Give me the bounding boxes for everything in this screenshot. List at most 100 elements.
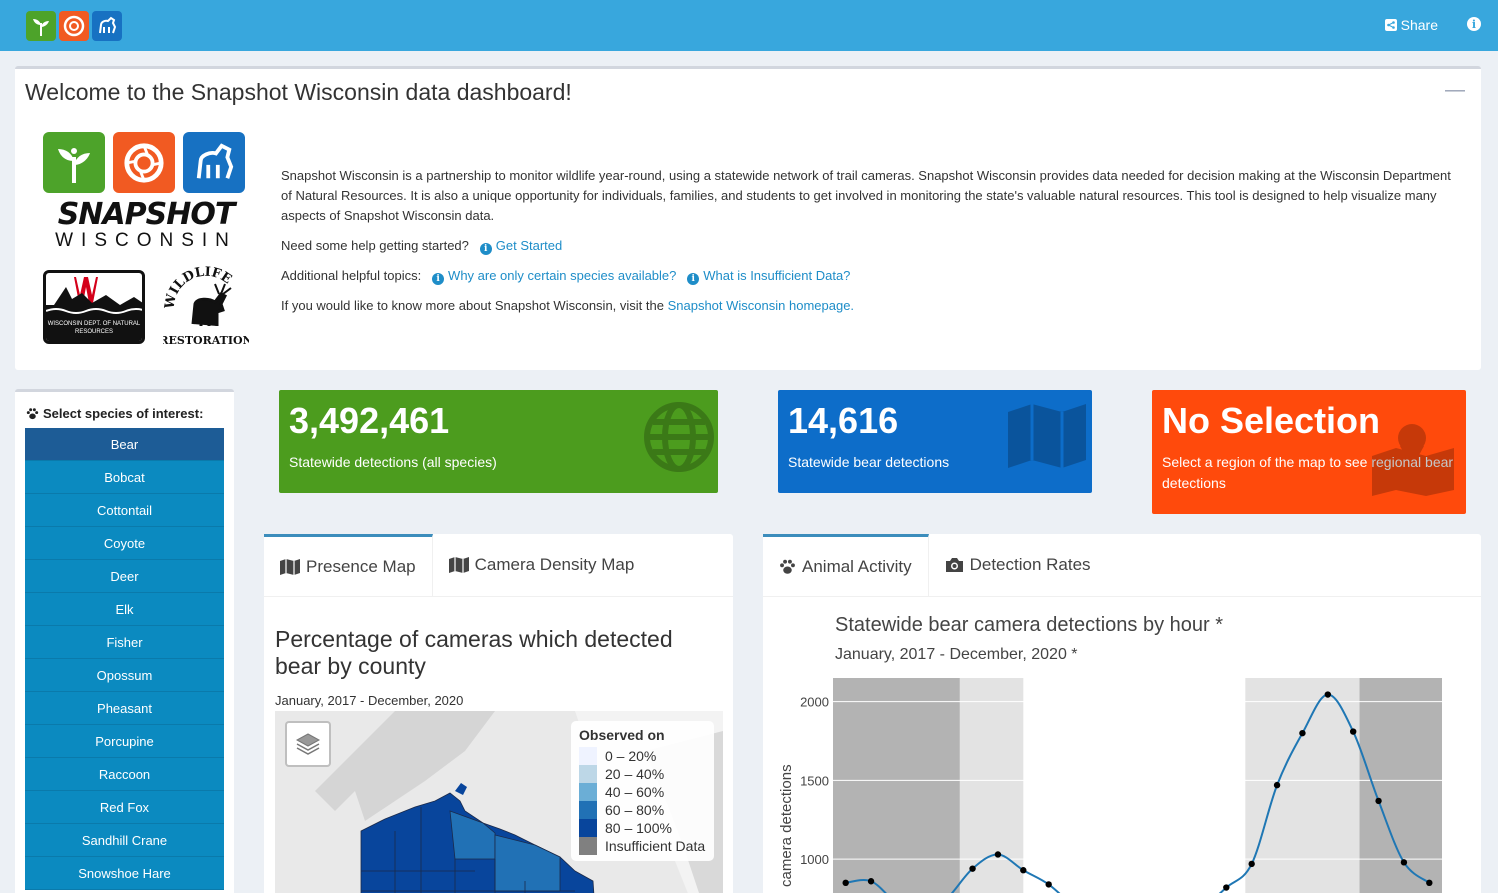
regional-detections-box: No Selection Select a region of the map … [1152, 390, 1466, 514]
legend-label: 80 – 100% [605, 820, 672, 836]
camera-tile-icon [113, 132, 175, 193]
map-icon [448, 557, 469, 573]
species-item-fisher[interactable]: Fisher [25, 626, 224, 659]
camera-logo-icon [59, 11, 89, 41]
legend-label: 20 – 40% [605, 766, 665, 782]
presence-map[interactable]: Observed on 0 – 20% 20 – 40% 40 – 60% 60 – … [275, 711, 723, 893]
help-prompt: Need some help getting started? [281, 238, 469, 253]
layers-icon [295, 733, 321, 755]
share-icon [1384, 19, 1397, 31]
data-point [1400, 859, 1408, 866]
species-item-red-fox[interactable]: Red Fox [25, 791, 224, 824]
map-subtitle: January, 2017 - December, 2020 [275, 693, 464, 708]
map-icon [280, 558, 300, 575]
map-legend: Observed on 0 – 20% 20 – 40% 40 – 60% 60 – … [571, 721, 714, 861]
wildlife-restoration-logo: WILDLIFE RESTORATION [159, 264, 252, 350]
species-item-sandhill-crane[interactable]: Sandhill Crane [25, 824, 224, 857]
legend-item: 20 – 40% [579, 765, 706, 783]
species-topic-link[interactable]: Why are only certain species available? [448, 268, 677, 283]
topics-row: Additional helpful topics: i Why are only… [281, 266, 1451, 286]
legend-item: 40 – 60% [579, 783, 706, 801]
collapse-button[interactable]: — [1445, 79, 1465, 101]
regional-detections-label: Select a region of the map to see region… [1162, 454, 1454, 491]
night-shading [833, 678, 960, 893]
species-item-pheasant[interactable]: Pheasant [25, 692, 224, 725]
species-item-bobcat[interactable]: Bobcat [25, 461, 224, 494]
series-line [845, 693, 1430, 893]
camera-icon [945, 558, 963, 572]
dnr-logo: WISCONSIN DEPT. OF NATURAL RESOURCES [43, 270, 145, 344]
tab-animal-activity[interactable]: Animal Activity [763, 534, 929, 596]
insufficient-data-link[interactable]: What is Insufficient Data? [703, 268, 851, 283]
intro-paragraph: Snapshot Wisconsin is a partnership to m… [281, 168, 1451, 223]
data-point [1045, 881, 1052, 888]
share-button[interactable]: Share [1384, 17, 1438, 33]
more-prefix: If you would like to know more about Sna… [281, 298, 664, 313]
legend-item: Insufficient Data [579, 837, 706, 855]
tab-detection-rates[interactable]: Detection Rates [928, 534, 1107, 596]
species-item-deer[interactable]: Deer [25, 560, 224, 593]
y-axis-label: camera detections [778, 764, 795, 887]
data-point [1426, 879, 1433, 887]
top-navbar: Share i [0, 0, 1498, 51]
species-item-elk[interactable]: Elk [25, 593, 224, 626]
data-point [1020, 867, 1027, 874]
map-icon [1008, 404, 1086, 468]
tab-presence-map[interactable]: Presence Map [264, 534, 433, 596]
data-point [1349, 728, 1357, 735]
legend-swatch [579, 765, 597, 783]
deer-logo-icon [92, 11, 122, 41]
data-point [1223, 884, 1230, 891]
plant-logo-icon [26, 11, 56, 41]
legend-swatch [579, 801, 597, 819]
legend-item: 80 – 100% [579, 819, 706, 837]
chart-title: Statewide bear camera detections by hour… [835, 614, 1223, 636]
species-item-snowshoe-hare[interactable]: Snowshoe Hare [25, 857, 224, 890]
species-item-bear[interactable]: Bear [25, 428, 224, 461]
species-item-coyote[interactable]: Coyote [25, 527, 224, 560]
bear-detections-value: 14,616 [788, 400, 899, 441]
welcome-box: Welcome to the Snapshot Wisconsin data d… [15, 66, 1481, 370]
info-icon[interactable]: i [1467, 17, 1481, 31]
y-tick-label: 2000 [800, 695, 829, 710]
welcome-text: Snapshot Wisconsin is a partnership to m… [281, 166, 1451, 326]
legend-swatch [579, 837, 597, 855]
header-logos [26, 11, 122, 41]
paw-icon [780, 559, 795, 574]
species-label-text: Select species of interest: [43, 406, 204, 421]
get-started-link[interactable]: Get Started [495, 238, 563, 253]
y-tick-label: 1000 [800, 852, 829, 867]
data-point [1324, 691, 1332, 698]
species-item-cottontail[interactable]: Cottontail [25, 494, 224, 527]
species-item-porcupine[interactable]: Porcupine [25, 725, 224, 758]
plant-tile-icon [43, 132, 105, 193]
data-point [994, 851, 1002, 858]
species-item-raccoon[interactable]: Raccoon [25, 758, 224, 791]
globe-icon [644, 402, 714, 472]
statewide-detections-label: Statewide detections (all species) [289, 454, 497, 470]
tab-label: Detection Rates [969, 555, 1091, 574]
species-item-opossum[interactable]: Opossum [25, 659, 224, 692]
layers-button[interactable] [285, 721, 331, 767]
help-row: Need some help getting started? i Get Sta… [281, 236, 1451, 256]
bear-detections-box: 14,616 Statewide bear detections [778, 390, 1092, 493]
dnr-text: WISCONSIN DEPT. OF NATURAL RESOURCES [46, 315, 142, 341]
info-circle-icon: i [432, 273, 445, 285]
legend-label: 60 – 80% [605, 802, 665, 818]
bear-detections-label: Statewide bear detections [788, 454, 950, 470]
activity-chart[interactable]: Statewide bear camera detections by hour… [763, 597, 1481, 893]
data-point [1375, 797, 1382, 805]
data-point [969, 865, 976, 872]
tab-camera-density-map[interactable]: Camera Density Map [432, 534, 651, 596]
regional-detections-value: No Selection [1162, 400, 1381, 441]
info-circle-icon: i [687, 273, 700, 285]
chart-subtitle: January, 2017 - December, 2020 * [835, 646, 1078, 663]
night-shading [1359, 678, 1442, 893]
legend-title: Observed on [579, 727, 665, 743]
map-tabs: Presence Map Camera Density Map [264, 534, 733, 597]
legend-label: Insufficient Data [605, 838, 706, 854]
homepage-link[interactable]: Snapshot Wisconsin homepage. [667, 298, 855, 313]
activity-panel: Animal Activity Detection Rates Statewid… [763, 534, 1481, 893]
night-shading [959, 678, 1024, 893]
data-point [867, 878, 875, 885]
